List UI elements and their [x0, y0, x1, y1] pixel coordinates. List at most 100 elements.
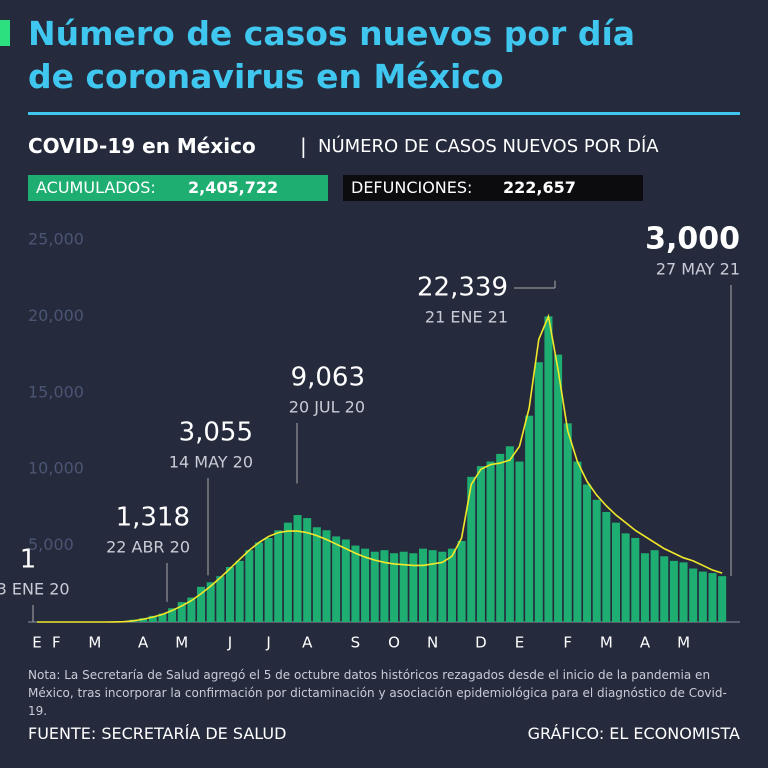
badge: DEFUNCIONES: 222,657 [343, 175, 643, 201]
bar [679, 562, 688, 622]
annotation-date: 27 MAY 21 [656, 260, 740, 279]
bar [525, 415, 534, 622]
x-tick-label: O [388, 634, 400, 652]
bar [380, 550, 389, 622]
source: FUENTE: SECRETARÍA DE SALUD [28, 724, 287, 743]
y-tick-label: 10,000 [28, 459, 84, 478]
bar [476, 466, 485, 622]
x-tick-label: M [600, 634, 613, 652]
bar [293, 515, 302, 622]
bar [332, 536, 341, 622]
rule [28, 112, 740, 115]
bar [341, 539, 350, 622]
y-tick-label: 5,000 [28, 535, 74, 554]
bar [708, 573, 717, 622]
bar [264, 537, 273, 622]
trend-line [37, 313, 723, 623]
bar [303, 518, 312, 622]
bar [235, 560, 244, 622]
x-tick-label: E [515, 634, 524, 652]
badge-label: DEFUNCIONES: [351, 178, 473, 197]
bar [534, 362, 543, 622]
bar [573, 461, 582, 622]
bar [583, 484, 592, 622]
x-tick-label: D [475, 634, 487, 652]
bar [554, 354, 563, 622]
annotation-date: 21 ENE 21 [425, 308, 508, 327]
bar [689, 568, 698, 622]
bar [650, 550, 659, 622]
bar [254, 542, 263, 622]
annotation-date: 14 MAY 20 [169, 453, 253, 472]
bar [447, 548, 456, 622]
subtitle-bold: COVID-19 en México [28, 134, 256, 158]
bar [226, 566, 234, 622]
x-tick-label: A [302, 634, 313, 652]
bar [158, 613, 167, 622]
bar [187, 597, 196, 622]
bar [631, 537, 640, 622]
bar [148, 615, 157, 622]
bar [206, 582, 215, 622]
title: de coronavirus en México [28, 57, 504, 96]
badge-value: 2,405,722 [188, 178, 279, 197]
bar [718, 576, 727, 622]
bar [361, 548, 370, 622]
x-tick-label: F [563, 634, 572, 652]
x-tick-label: S [351, 634, 361, 652]
bar [312, 527, 321, 622]
annotation-date: 20 JUL 20 [289, 398, 365, 417]
bar [399, 551, 408, 622]
bar [370, 551, 379, 622]
bar [640, 553, 649, 622]
bar [390, 553, 399, 622]
annotation-value: 3,055 [179, 418, 253, 448]
badge-value: 222,657 [503, 178, 576, 197]
x-tick-label: M [88, 634, 101, 652]
bar [283, 522, 292, 622]
bar [505, 446, 514, 622]
bar [602, 511, 611, 622]
bar [612, 522, 620, 622]
bar [274, 530, 283, 622]
y-tick-label: 15,000 [28, 382, 84, 401]
x-tick-label: A [138, 634, 149, 652]
bar [409, 553, 418, 622]
bar [322, 530, 331, 622]
x-tick-label: E [32, 634, 41, 652]
bar [177, 602, 186, 622]
bar [457, 541, 466, 622]
y-tick-label: 20,000 [28, 306, 84, 325]
bar [544, 316, 553, 622]
bar [351, 545, 360, 622]
bar [428, 550, 437, 622]
annotation-value: 1,318 [116, 503, 190, 533]
x-tick-label: M [175, 634, 188, 652]
separator: | [300, 134, 307, 158]
annotation-date: 22 ABR 20 [106, 538, 190, 557]
bar [245, 550, 254, 622]
annotation-date: 13 ENE 20 [0, 580, 70, 599]
bar [486, 461, 495, 622]
x-tick-label: J [227, 634, 232, 652]
bar [197, 586, 206, 622]
bar [139, 618, 148, 622]
annotation-value: 1 [20, 545, 37, 575]
y-tick-label: 25,000 [28, 230, 84, 249]
annotation-value: 22,339 [417, 273, 508, 303]
bar [563, 423, 572, 622]
x-tick-label: M [677, 634, 690, 652]
bar [660, 556, 669, 622]
bar [592, 499, 601, 622]
bar [515, 461, 524, 622]
bar [496, 453, 505, 622]
annotation-value: 9,063 [291, 363, 365, 393]
annotation-value: 3,000 [645, 222, 740, 257]
x-tick-label: F [52, 634, 61, 652]
badge-label: ACUMULADOS: [36, 178, 156, 197]
x-tick-label: A [640, 634, 651, 652]
bar [669, 560, 678, 622]
x-tick-label: J [265, 634, 270, 652]
